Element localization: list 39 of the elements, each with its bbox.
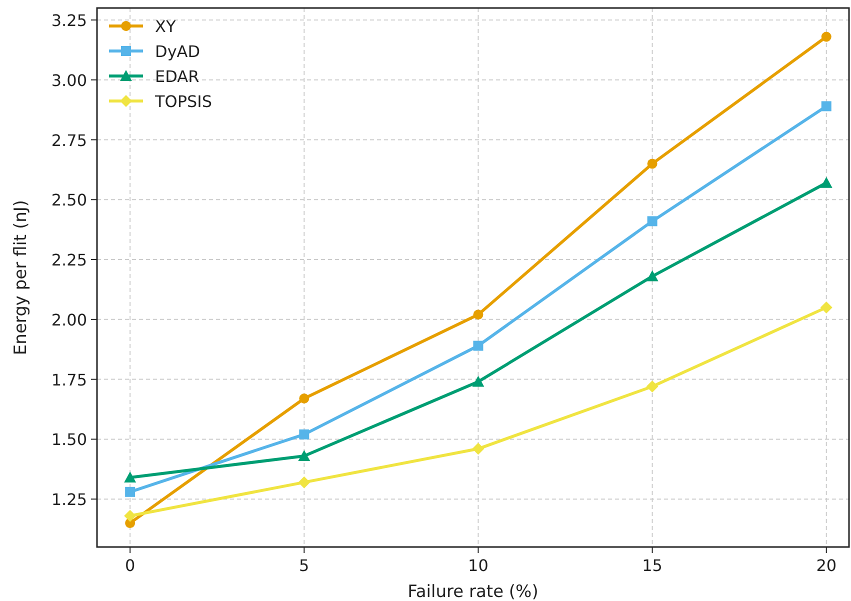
y-tick-label: 1.50 (51, 430, 87, 450)
legend-label: DyAD (155, 42, 200, 61)
point (473, 310, 484, 320)
point (299, 429, 310, 440)
x-tick-label: 15 (642, 556, 662, 575)
point (124, 472, 136, 483)
point (472, 442, 484, 455)
y-tick-label: 2.25 (51, 250, 87, 270)
point (298, 450, 310, 461)
y-tick-label: 1.75 (51, 370, 87, 390)
point (821, 101, 832, 112)
point (647, 216, 658, 226)
x-axis-title: Failure rate (%) (408, 582, 538, 601)
legend-label: XY (155, 17, 176, 36)
point (124, 510, 136, 522)
x-tick-label: 5 (299, 556, 310, 575)
y-tick-label: 3.25 (51, 10, 87, 30)
y-axis-title: Energy per flit (nJ) (11, 200, 31, 356)
point (125, 486, 136, 497)
point (820, 301, 832, 314)
point (646, 270, 658, 282)
point (820, 176, 832, 188)
point (472, 376, 484, 387)
point (646, 380, 658, 392)
point (299, 393, 310, 404)
y-tick-label: 2.75 (51, 130, 87, 150)
y-tick-label: 1.25 (51, 490, 87, 510)
x-tick-label: 10 (468, 556, 488, 575)
y-tick-label: 3.00 (51, 70, 87, 90)
legend-label: EDAR (155, 67, 200, 86)
legend-label: TOPSIS (154, 92, 212, 111)
point (821, 32, 832, 42)
x-tick-label: 20 (816, 556, 837, 575)
point (647, 158, 658, 169)
point (298, 476, 310, 488)
x-tick-label: 0 (124, 556, 136, 575)
y-tick-label: 2.50 (51, 190, 87, 210)
y-tick-label: 2.00 (51, 310, 87, 330)
point (473, 340, 484, 351)
